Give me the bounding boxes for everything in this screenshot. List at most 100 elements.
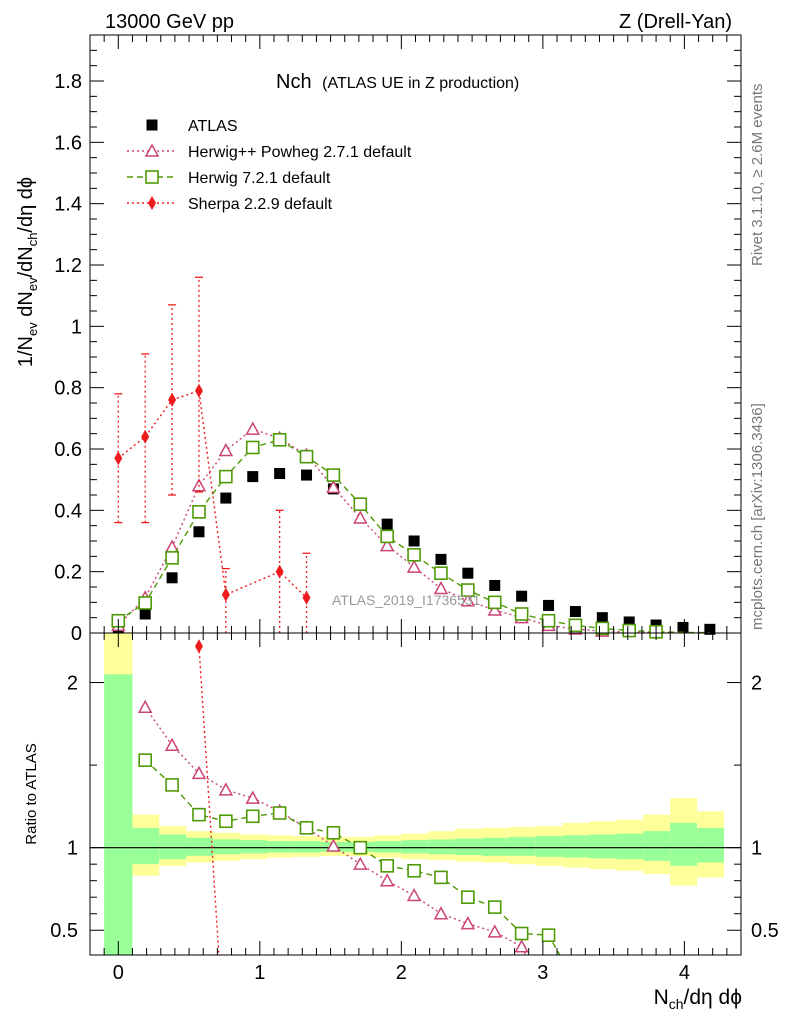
ratio-point — [164, 737, 180, 752]
uncertainty-band-green — [401, 840, 429, 854]
x-axis-label: Nch/dη dϕ — [654, 986, 742, 1012]
data-point — [326, 468, 341, 482]
ratio-point — [245, 790, 261, 804]
y-tick-label: 1.8 — [54, 71, 82, 93]
y-tick-label: 1 — [71, 316, 82, 338]
legend-label: Sherpa 2.2.9 default — [188, 196, 333, 213]
legend-marker — [145, 170, 159, 184]
ratio-plot-panel: 0 1 2 3 4 0.5 0.5 1 1 2 2 Ratio to ATLAS Nch/dη dϕ — [23, 632, 779, 1012]
data-point — [353, 497, 368, 512]
uncertainty-band-green — [104, 674, 133, 955]
data-point — [220, 492, 232, 504]
data-point — [326, 479, 341, 494]
header-energy: 13000 GeV pp — [105, 11, 234, 33]
data-point — [245, 421, 261, 435]
legend-item-herwig-7-2-1-default: Herwig 7.2.1 default — [127, 170, 331, 187]
ratio-point — [461, 890, 475, 905]
plot-title-sub: (ATLAS UE in Z production) — [322, 75, 519, 92]
legend-item-atlas: ATLAS — [146, 118, 238, 135]
plot-title: Nch (ATLAS UE in Z production) — [276, 71, 519, 93]
uncertainty-band-green — [132, 827, 160, 865]
data-point — [462, 567, 474, 579]
ratio-point — [434, 870, 448, 885]
uncertainty-band-green — [428, 839, 456, 855]
data-point — [489, 579, 501, 591]
ratio-point — [433, 906, 449, 920]
header-process: Z (Drell-Yan) — [619, 11, 732, 33]
legend-marker — [146, 119, 158, 131]
uncertainty-band-green — [508, 836, 536, 856]
ratio-point — [194, 639, 203, 654]
ratio-y-tick-label-right: 1 — [751, 838, 762, 860]
data-point — [433, 580, 449, 595]
data-point — [543, 599, 555, 611]
y-tick-label: 1.2 — [54, 255, 82, 277]
data-point — [141, 429, 150, 444]
legend-label: Herwig 7.2.1 default — [188, 170, 331, 187]
data-point — [569, 606, 581, 618]
data-point — [193, 526, 205, 538]
uncertainty-band-green — [643, 831, 671, 861]
data-point — [514, 607, 529, 621]
data-point — [623, 616, 635, 628]
uncertainty-band-green — [186, 837, 214, 856]
data-point — [221, 587, 230, 602]
ratio-point — [219, 814, 233, 829]
ratio-y-tick-label: 1 — [67, 838, 78, 860]
uncertainty-band-green — [240, 840, 267, 854]
data-point — [194, 383, 203, 398]
uncertainty-band-green — [159, 834, 187, 860]
x-tick-label: 1 — [254, 962, 265, 984]
data-point — [272, 432, 287, 447]
uncertainty-band-green — [562, 835, 590, 858]
data-point — [380, 529, 394, 544]
uncertainty-band-green — [266, 841, 294, 853]
y-tick-label: 1.6 — [54, 132, 82, 154]
plot-title-main: Nch — [276, 71, 312, 93]
y-tick-label: 0.8 — [54, 378, 82, 400]
ratio-content — [90, 633, 741, 955]
data-point — [677, 621, 689, 633]
ratio-point — [353, 840, 368, 855]
data-point — [114, 451, 123, 466]
data-point — [408, 535, 420, 547]
series-sherpa-2-2-9-default — [114, 276, 311, 633]
data-point — [406, 559, 422, 573]
series-herwig-7-2-1-default — [111, 432, 710, 639]
ratio-point — [326, 838, 341, 852]
data-point — [165, 551, 179, 565]
data-point — [168, 392, 177, 407]
ratio-point — [541, 928, 556, 942]
ratio-point — [299, 821, 314, 835]
y-tick-label: 0.2 — [54, 562, 82, 584]
ratio-point — [326, 826, 341, 840]
ratio-series-herwig-powheg-2-7-1-default — [137, 699, 529, 955]
svg-text:Nch (ATLAS UE in Z pro: Nch (ATLAS UE in Z production) — [276, 71, 519, 93]
uncertainty-band-green — [616, 833, 644, 860]
ratio-point — [514, 939, 529, 953]
uncertainty-band-green — [213, 839, 241, 855]
ratio-series-sherpa-2-2-9-default — [194, 639, 220, 955]
y-tick-label: 0.6 — [54, 439, 82, 461]
data-point — [381, 518, 393, 530]
data-point — [274, 468, 286, 480]
data-point — [487, 602, 503, 616]
data-point — [516, 590, 528, 602]
data-point — [219, 469, 233, 484]
data-point — [407, 547, 421, 562]
x-tick-label: 4 — [679, 962, 690, 984]
ratio-line — [144, 706, 527, 955]
main-plot-panel: 0 0.2 0.4 0.6 0.8 1 1.2 1.4 1.6 1.8 ATLAS_2019_I1… — [15, 34, 742, 645]
data-point — [302, 590, 311, 605]
data-point — [622, 623, 636, 638]
ratio-point — [191, 765, 207, 780]
ratio-point — [487, 900, 502, 914]
legend-item-sherpa-2-2-9-default: Sherpa 2.2.9 default — [127, 196, 333, 213]
uncertainty-band-green — [374, 841, 402, 853]
ratio-point — [192, 807, 206, 822]
ratio-point — [406, 887, 422, 902]
data-point — [275, 564, 284, 579]
uncertainty-band-green — [455, 838, 483, 856]
ratio-y-axis-label: Ratio to ATLAS — [23, 743, 40, 844]
